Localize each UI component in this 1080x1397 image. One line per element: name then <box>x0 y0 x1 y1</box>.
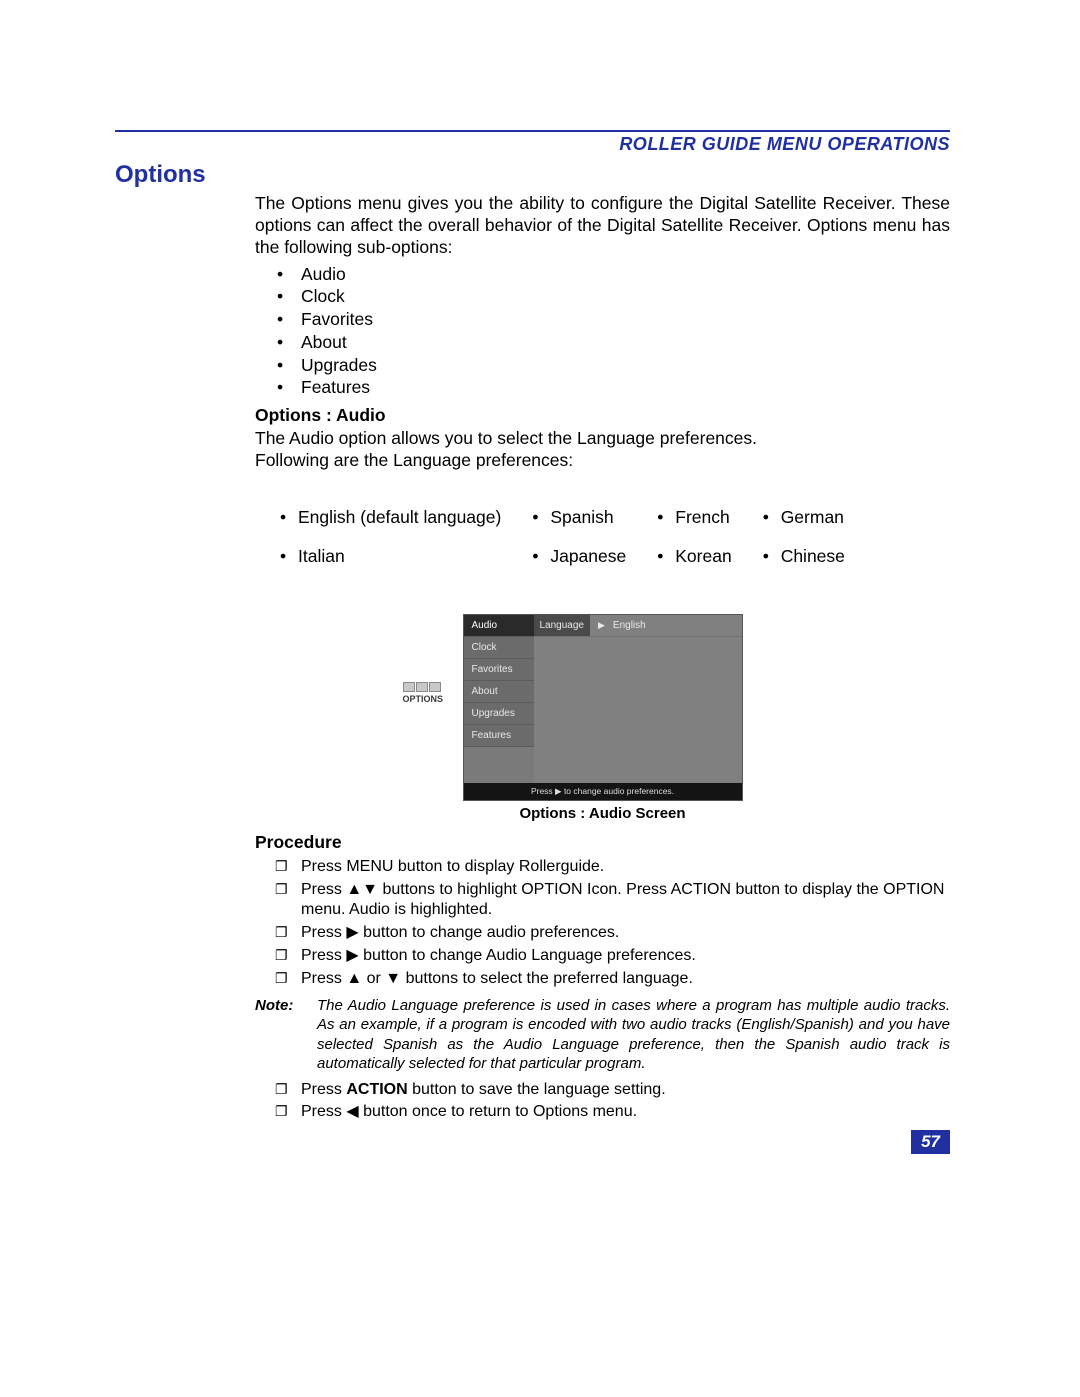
audio-line2: Following are the Language preferences: <box>255 450 950 472</box>
procedure-step: Press ▶ button to change audio preferenc… <box>255 923 950 944</box>
manual-page: ROLLER GUIDE MENU OPERATIONS Options The… <box>115 130 950 1125</box>
screen-body: Audio Clock Favorites About Upgrades Fea… <box>464 615 742 783</box>
lang-cell: •Chinese <box>762 545 875 568</box>
procedure-step: Press ▲ or ▼ buttons to select the prefe… <box>255 969 950 990</box>
body-column: The Options menu gives you the ability t… <box>255 193 950 1123</box>
lang-cell: •Japanese <box>531 545 656 568</box>
receiver-screen: Audio Clock Favorites About Upgrades Fea… <box>463 614 743 801</box>
list-item: Upgrades <box>255 354 950 377</box>
note-block: Note: The Audio Language preference is u… <box>255 996 950 1074</box>
list-item: Clock <box>255 285 950 308</box>
running-head: ROLLER GUIDE MENU OPERATIONS <box>115 134 950 155</box>
screen-menu-item: Clock <box>464 637 534 659</box>
screen-right-row: Language ▶ English <box>534 615 742 637</box>
lang-cell: •English (default language) <box>279 506 531 529</box>
page-number: 57 <box>911 1130 950 1154</box>
figure-caption: Options : Audio Screen <box>463 805 743 822</box>
lang-cell: •Spanish <box>531 506 656 529</box>
options-audio-figure: OPTIONS Audio Clock Favorites About Upgr… <box>463 614 743 822</box>
procedure-list-2: Press ACTION button to save the language… <box>255 1080 950 1124</box>
procedure-step: Press ▶ button to change Audio Language … <box>255 946 950 967</box>
screen-menu-item: Features <box>464 725 534 747</box>
list-item: Features <box>255 376 950 399</box>
table-row: •English (default language) •Spanish •Fr… <box>279 506 875 529</box>
options-icon-label: OPTIONS <box>403 694 444 704</box>
play-icon: ▶ <box>598 620 605 631</box>
language-table: •English (default language) •Spanish •Fr… <box>279 490 875 584</box>
sub-options-list: Audio Clock Favorites About Upgrades Fea… <box>255 263 950 400</box>
lang-cell: •Korean <box>656 545 761 568</box>
procedure-step: Press ◀ button once to return to Options… <box>255 1102 950 1123</box>
screen-menu-item: Favorites <box>464 659 534 681</box>
lang-cell: •Italian <box>279 545 531 568</box>
lang-cell: •German <box>762 506 875 529</box>
screen-right-value: English <box>613 620 646 631</box>
screen-footer: Press ▶ to change audio preferences. <box>464 783 742 800</box>
header-rule <box>115 130 950 132</box>
options-icon: OPTIONS <box>403 682 444 704</box>
list-item: Audio <box>255 263 950 286</box>
screen-menu-item: About <box>464 681 534 703</box>
screen-menu-item: Upgrades <box>464 703 534 725</box>
section-title: Options <box>115 161 950 189</box>
list-item: About <box>255 331 950 354</box>
audio-heading: Options : Audio <box>255 405 950 426</box>
procedure-step: Press ACTION button to save the language… <box>255 1080 950 1101</box>
lang-cell: •French <box>656 506 761 529</box>
screen-menu-column: Audio Clock Favorites About Upgrades Fea… <box>464 615 534 783</box>
note-body: The Audio Language preference is used in… <box>317 996 950 1074</box>
note-label: Note: <box>255 996 317 1074</box>
figure-wrap: OPTIONS Audio Clock Favorites About Upgr… <box>255 614 950 822</box>
procedure-list: Press MENU button to display Rollerguide… <box>255 857 950 990</box>
list-item: Favorites <box>255 308 950 331</box>
procedure-heading: Procedure <box>255 832 950 853</box>
screen-right-panel: Language ▶ English <box>534 615 742 783</box>
procedure-step: Press MENU button to display Rollerguide… <box>255 857 950 878</box>
table-row: •Italian •Japanese •Korean •Chinese <box>279 545 875 568</box>
options-icon-boxes <box>403 682 444 692</box>
screen-menu-item: Audio <box>464 615 534 637</box>
intro-paragraph: The Options menu gives you the ability t… <box>255 193 950 259</box>
screen-right-label: Language <box>534 615 591 636</box>
audio-line1: The Audio option allows you to select th… <box>255 428 950 450</box>
procedure-step: Press ▲▼ buttons to highlight OPTION Ico… <box>255 880 950 922</box>
